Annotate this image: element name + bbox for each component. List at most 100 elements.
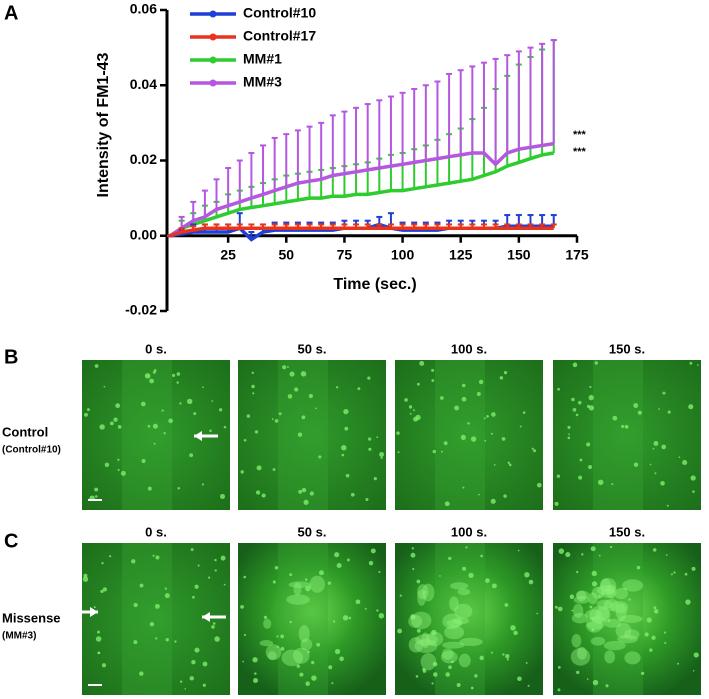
puncta: [263, 615, 268, 619]
puncta: [479, 655, 484, 661]
puncta: [223, 425, 227, 429]
fluorescence: [595, 607, 610, 621]
puncta: [246, 414, 251, 418]
puncta: [644, 632, 649, 637]
fluorescence: [292, 647, 310, 664]
puncta: [346, 558, 350, 562]
puncta: [508, 463, 512, 467]
puncta: [378, 613, 385, 619]
y-tick-label: 0.04: [130, 76, 157, 92]
puncta: [154, 603, 160, 609]
puncta: [311, 675, 317, 681]
puncta: [462, 486, 465, 489]
puncta: [557, 665, 561, 669]
puncta: [579, 458, 583, 462]
time-label: 0 s.: [145, 524, 167, 539]
puncta: [670, 573, 673, 576]
legend-label: MM#3: [243, 74, 282, 90]
puncta: [335, 386, 339, 389]
x-tick-label: 50: [278, 246, 294, 262]
puncta: [209, 429, 212, 433]
puncta: [578, 475, 583, 480]
puncta: [505, 654, 510, 659]
fluorescence: [452, 617, 469, 625]
puncta: [214, 636, 220, 642]
puncta: [554, 501, 559, 506]
puncta: [252, 677, 259, 684]
puncta: [416, 382, 420, 386]
puncta: [272, 580, 276, 584]
puncta: [522, 411, 526, 414]
x-tick-label: 125: [449, 246, 473, 262]
micrograph: [238, 543, 386, 695]
micrograph: [553, 543, 701, 695]
puncta: [378, 570, 381, 573]
puncta: [155, 555, 160, 560]
puncta: [651, 635, 656, 640]
puncta: [336, 562, 342, 569]
fluorescence: [600, 578, 611, 592]
puncta: [108, 555, 112, 558]
puncta: [692, 669, 695, 672]
puncta: [251, 384, 255, 389]
cell-band: [593, 360, 643, 510]
fluorescence: [408, 614, 423, 628]
puncta: [554, 605, 558, 609]
fluorescence: [411, 611, 432, 630]
puncta: [254, 430, 259, 434]
puncta: [97, 651, 101, 655]
cell-band: [278, 360, 328, 510]
puncta: [588, 394, 594, 401]
puncta: [517, 549, 520, 552]
puncta: [506, 658, 509, 661]
puncta: [289, 620, 292, 624]
y-tick-label: 0.02: [130, 151, 157, 167]
puncta: [612, 415, 618, 421]
fluorescence: [604, 650, 616, 664]
puncta: [276, 645, 279, 648]
puncta: [189, 676, 195, 681]
puncta: [491, 412, 496, 417]
puncta: [300, 371, 307, 377]
puncta: [467, 422, 470, 425]
puncta: [594, 361, 599, 365]
puncta: [104, 462, 110, 468]
puncta: [368, 560, 374, 566]
puncta: [513, 630, 518, 636]
fluorescence: [623, 629, 640, 640]
puncta: [101, 663, 107, 668]
fluorescence: [454, 603, 473, 619]
puncta: [586, 678, 589, 680]
annotation: ***: [573, 129, 587, 141]
puncta: [219, 493, 226, 499]
puncta: [576, 570, 579, 574]
puncta: [609, 545, 613, 549]
puncta: [152, 423, 158, 429]
puncta: [528, 579, 534, 585]
time-label: 150 s.: [609, 524, 645, 539]
time-label: 50 s.: [298, 524, 327, 539]
puncta: [287, 394, 293, 399]
puncta: [179, 680, 183, 683]
panel-label: A: [4, 2, 18, 24]
row-label: Missense: [2, 610, 61, 625]
puncta: [95, 495, 98, 498]
puncta: [480, 554, 483, 558]
puncta: [191, 660, 196, 665]
fluorescence: [420, 653, 437, 671]
cell-band: [122, 543, 172, 695]
puncta: [431, 629, 437, 636]
puncta: [652, 447, 655, 450]
puncta: [192, 595, 195, 599]
puncta: [684, 572, 688, 576]
puncta: [431, 368, 435, 372]
cell-band: [278, 543, 328, 695]
puncta: [524, 572, 530, 578]
puncta: [309, 585, 312, 588]
puncta: [243, 575, 247, 579]
puncta: [342, 615, 349, 621]
puncta: [315, 407, 317, 410]
panel-label: C: [4, 530, 18, 552]
puncta: [605, 684, 609, 688]
fluorescence: [591, 615, 606, 623]
